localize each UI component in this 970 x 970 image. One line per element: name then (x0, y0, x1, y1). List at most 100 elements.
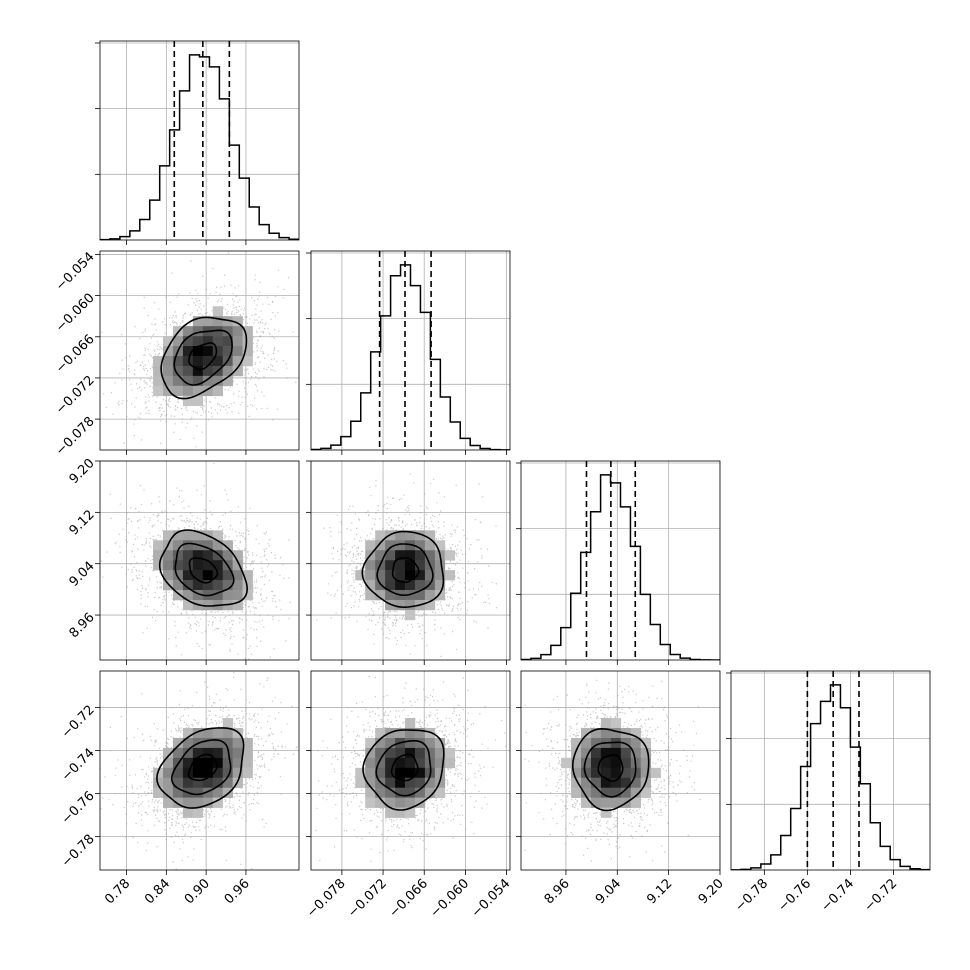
density-cell (212, 385, 224, 397)
density-cell (571, 787, 582, 798)
x-tick-label: 0.78 (102, 876, 133, 907)
density-cell (242, 747, 253, 759)
density-cell (590, 757, 602, 769)
x-tick-label: −0.060 (428, 876, 473, 921)
density-cell (222, 590, 233, 601)
histogram-step (521, 474, 720, 660)
x-tick-label: 9.12 (644, 876, 675, 907)
density-cell (405, 580, 416, 591)
density-cell (590, 737, 602, 749)
density-cell (153, 365, 164, 377)
density-cell (222, 550, 233, 561)
density-cell (365, 797, 376, 808)
density-cell (610, 728, 622, 739)
density-cell (153, 540, 164, 551)
density-cell (182, 365, 194, 377)
y-tick-label: −0.74 (59, 746, 98, 785)
density-cell (222, 767, 233, 779)
density-cell (242, 757, 253, 769)
density-cell (202, 550, 214, 561)
density-cell (192, 757, 204, 769)
density-cell (192, 395, 204, 407)
density-cell (405, 767, 416, 779)
density-cell (202, 728, 214, 739)
density-cell (414, 530, 426, 541)
density-cell (395, 797, 406, 808)
density-cell (434, 590, 446, 601)
contour-line (376, 543, 434, 596)
density-cell (395, 787, 406, 798)
density-cell (375, 550, 386, 561)
density-cell (222, 326, 233, 337)
density-cell (395, 767, 406, 779)
y-tick-label: 9.12 (67, 507, 98, 538)
density-cell (414, 570, 426, 581)
density-cell (222, 737, 233, 749)
density-cell (202, 777, 214, 789)
contour-line (187, 753, 218, 782)
density-cell (424, 550, 436, 561)
density-cell (581, 757, 592, 769)
density-cell (581, 787, 592, 798)
density-cell (163, 767, 174, 779)
density-cell (182, 326, 194, 337)
density-cell (163, 385, 174, 397)
density-cell (182, 737, 194, 749)
x-tick-label: −0.054 (469, 876, 514, 921)
density-cell (395, 580, 406, 591)
density-cell (600, 767, 612, 779)
density-cell (242, 346, 253, 357)
scatter-panel-3-1 (311, 671, 510, 870)
density-cell (414, 540, 426, 551)
density-cell (202, 316, 214, 327)
density-cell (434, 747, 446, 759)
panel-frame (99, 250, 300, 451)
y-tick-label: −0.054 (53, 249, 98, 294)
density-cell (600, 728, 612, 739)
density-cell (182, 580, 194, 591)
density-cell (212, 560, 224, 571)
density-cell (192, 355, 204, 367)
density-cell (242, 355, 253, 367)
density-cell (222, 336, 233, 347)
density-cell (232, 767, 243, 779)
panel-frame (730, 670, 931, 871)
density-cell (590, 797, 602, 808)
density-cell (163, 550, 174, 561)
contour-line (361, 530, 445, 609)
density-cell (182, 757, 194, 769)
density-cell (571, 767, 582, 779)
density-cell (424, 530, 436, 541)
density-cell (630, 737, 642, 749)
density-cell (232, 365, 243, 377)
density-cell (192, 787, 204, 798)
density-cell (222, 777, 233, 789)
density-cell (444, 550, 456, 561)
density-cell (630, 787, 642, 798)
contour-line (391, 557, 420, 584)
density-cell (212, 787, 224, 798)
density-cell (385, 747, 396, 759)
density-cell (202, 757, 214, 769)
density-cell (172, 777, 184, 789)
density-cell (385, 599, 396, 611)
density-cell (620, 747, 632, 759)
density-cell (581, 737, 592, 749)
density-cell (365, 540, 376, 551)
density-cell (385, 807, 396, 818)
scatter-panel-2-0 (100, 461, 299, 660)
density-cell (365, 580, 376, 591)
density-cell (242, 570, 253, 581)
density-cell (405, 757, 416, 769)
density-cell (444, 570, 456, 581)
density-cell (242, 767, 253, 779)
density-cell (163, 530, 174, 541)
density-cell (182, 797, 194, 808)
density-cell (581, 728, 592, 739)
contour-line (158, 529, 249, 607)
density-cell (375, 580, 386, 591)
density-cell (242, 336, 253, 347)
density-cell (182, 560, 194, 571)
contour-line (174, 542, 235, 597)
panel-frame (310, 670, 511, 871)
